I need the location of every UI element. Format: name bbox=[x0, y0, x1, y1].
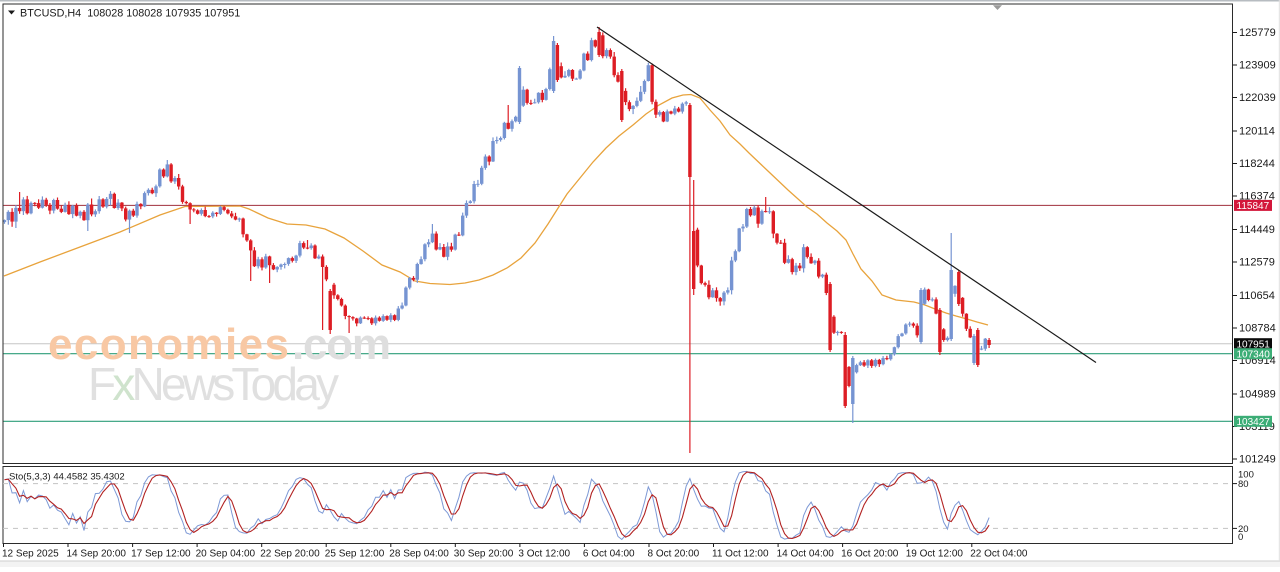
svg-text:0: 0 bbox=[1238, 532, 1243, 543]
svg-text:12 Sep 2025: 12 Sep 2025 bbox=[2, 549, 59, 560]
svg-text:125779: 125779 bbox=[1239, 27, 1276, 39]
svg-text:123909: 123909 bbox=[1239, 60, 1276, 72]
svg-text:100: 100 bbox=[1238, 470, 1254, 481]
svg-text:20 Sep 04:00: 20 Sep 04:00 bbox=[196, 549, 256, 560]
svg-text:economies: economies bbox=[48, 320, 290, 369]
svg-text:112579: 112579 bbox=[1239, 257, 1275, 269]
svg-text:11 Oct 12:00: 11 Oct 12:00 bbox=[712, 549, 769, 560]
svg-text:8 Oct 20:00: 8 Oct 20:00 bbox=[648, 549, 700, 560]
svg-text:BTCUSD,H4 108028 108028 10793: BTCUSD,H4 108028 108028 107935 107951 bbox=[20, 8, 240, 20]
svg-text:80: 80 bbox=[1238, 479, 1249, 490]
svg-text:FxNewsToday: FxNewsToday bbox=[88, 358, 339, 410]
svg-text:107951: 107951 bbox=[1237, 340, 1271, 351]
svg-text:3 Oct 12:00: 3 Oct 12:00 bbox=[518, 549, 570, 560]
svg-text:120114: 120114 bbox=[1239, 126, 1275, 138]
svg-text:17 Sep 12:00: 17 Sep 12:00 bbox=[131, 549, 191, 560]
svg-text:104989: 104989 bbox=[1239, 389, 1276, 401]
svg-text:6 Oct 04:00: 6 Oct 04:00 bbox=[583, 549, 635, 560]
svg-text:14 Sep 20:00: 14 Sep 20:00 bbox=[67, 549, 127, 560]
svg-text:22 Sep 20:00: 22 Sep 20:00 bbox=[260, 549, 320, 560]
svg-text:19 Oct 12:00: 19 Oct 12:00 bbox=[906, 549, 964, 560]
svg-text:20: 20 bbox=[1238, 524, 1249, 535]
svg-text:30 Sep 20:00: 30 Sep 20:00 bbox=[454, 549, 514, 560]
svg-text:28 Sep 04:00: 28 Sep 04:00 bbox=[389, 549, 449, 560]
svg-text:107340: 107340 bbox=[1237, 350, 1271, 361]
svg-text:118244: 118244 bbox=[1239, 158, 1275, 170]
svg-text:110654: 110654 bbox=[1239, 290, 1275, 302]
svg-text:115847: 115847 bbox=[1237, 201, 1270, 212]
svg-text:.com: .com bbox=[292, 320, 391, 369]
svg-text:25 Sep 12:00: 25 Sep 12:00 bbox=[325, 549, 385, 560]
svg-text:16 Oct 20:00: 16 Oct 20:00 bbox=[841, 549, 899, 560]
svg-text:14 Oct 04:00: 14 Oct 04:00 bbox=[777, 549, 835, 560]
svg-text:103427: 103427 bbox=[1237, 417, 1271, 428]
svg-text:Sto(5,3,3) 44.4582 35.4302: Sto(5,3,3) 44.4582 35.4302 bbox=[9, 472, 125, 483]
svg-text:101249: 101249 bbox=[1239, 454, 1276, 466]
svg-text:108784: 108784 bbox=[1239, 323, 1276, 335]
svg-text:116374: 116374 bbox=[1239, 191, 1275, 203]
svg-text:122039: 122039 bbox=[1239, 92, 1276, 104]
svg-text:22 Oct 04:00: 22 Oct 04:00 bbox=[970, 549, 1028, 560]
svg-text:114449: 114449 bbox=[1239, 224, 1275, 236]
